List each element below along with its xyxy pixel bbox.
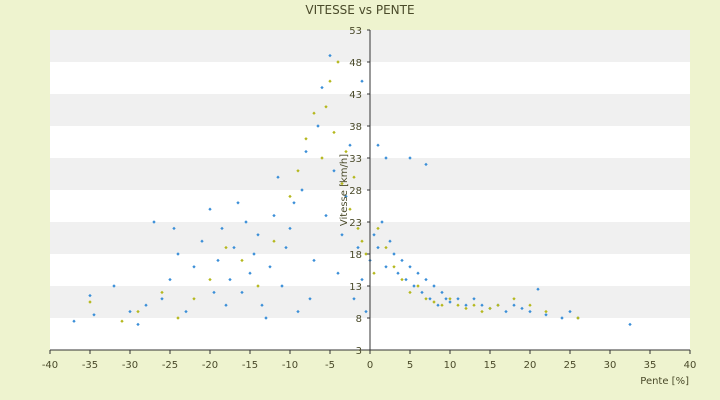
x-tick-label: 20 <box>524 360 537 371</box>
data-point <box>560 316 564 320</box>
x-tick-label: 35 <box>644 360 657 371</box>
x-tick-label: -40 <box>42 360 58 371</box>
data-point <box>144 303 148 307</box>
data-point <box>212 290 216 295</box>
y-tick-label: 53 <box>349 26 362 37</box>
data-point <box>360 79 364 83</box>
y-tick-label: 28 <box>349 186 362 197</box>
data-point <box>528 303 532 307</box>
y-axis-label: Vitesse [km/h] <box>339 154 350 226</box>
x-ticks: -40 -35 -30 -25 -20 -15 -10 -5 0 5 10 15 20 25 30 35 40 <box>42 350 697 371</box>
data-point <box>192 297 196 301</box>
data-point <box>576 316 580 320</box>
x-tick-label: 0 <box>367 360 373 371</box>
data-point <box>208 277 212 282</box>
y-tick-label: 33 <box>349 154 362 165</box>
x-tick-label: -30 <box>122 360 138 371</box>
x-axis-label: Pente [%] <box>640 376 689 387</box>
data-point <box>92 313 96 317</box>
data-point <box>176 252 180 256</box>
data-point <box>320 85 324 90</box>
data-point <box>184 309 188 314</box>
x-tick-label: -15 <box>242 360 258 371</box>
data-point <box>200 239 204 243</box>
y-tick-label: 38 <box>349 122 362 133</box>
data-point <box>336 60 340 64</box>
x-tick-label: -25 <box>162 360 178 371</box>
data-point <box>328 79 332 83</box>
x-tick-label: 40 <box>684 360 697 371</box>
x-tick-label: 15 <box>484 360 497 371</box>
data-point <box>528 309 532 314</box>
x-tick-label: 25 <box>564 360 577 371</box>
data-point <box>160 290 164 295</box>
data-point <box>224 303 228 307</box>
data-point <box>240 290 244 295</box>
data-point <box>568 309 572 314</box>
data-point <box>172 226 176 231</box>
x-tick-label: 5 <box>407 360 413 371</box>
chart-title: VITESSE vs PENTE <box>305 3 414 17</box>
data-point <box>152 220 156 224</box>
y-tick-label: 13 <box>349 282 362 293</box>
data-point <box>136 309 140 314</box>
x-tick-label: -35 <box>82 360 98 371</box>
data-point <box>252 252 256 256</box>
data-point <box>544 309 548 314</box>
data-point <box>168 277 172 282</box>
data-point <box>244 220 248 224</box>
y-tick-label: 3 <box>356 346 362 357</box>
x-tick-label: -20 <box>202 360 218 371</box>
data-point <box>136 322 140 327</box>
data-point <box>248 271 252 275</box>
data-point <box>176 316 180 320</box>
x-tick-label: 10 <box>444 360 457 371</box>
y-tick-label: 8 <box>356 314 362 325</box>
data-point <box>220 226 224 231</box>
data-point <box>312 111 316 115</box>
data-point <box>128 309 132 314</box>
data-point <box>536 287 540 291</box>
data-point <box>236 201 240 205</box>
data-point <box>512 303 516 307</box>
data-point <box>316 124 320 128</box>
y-tick-label: 18 <box>349 250 362 261</box>
y-tick-label: 48 <box>349 58 362 69</box>
x-tick-label: 30 <box>604 360 617 371</box>
x-tick-label: -5 <box>325 360 335 371</box>
data-point <box>328 53 332 58</box>
data-point <box>240 258 244 263</box>
data-point <box>228 277 232 282</box>
data-point <box>192 265 196 269</box>
data-point <box>208 207 212 211</box>
x-tick-label: -10 <box>282 360 298 371</box>
y-tick-label: 43 <box>349 90 362 101</box>
data-point <box>216 258 220 263</box>
y-tick-label: 23 <box>349 218 362 229</box>
data-point <box>160 297 164 301</box>
